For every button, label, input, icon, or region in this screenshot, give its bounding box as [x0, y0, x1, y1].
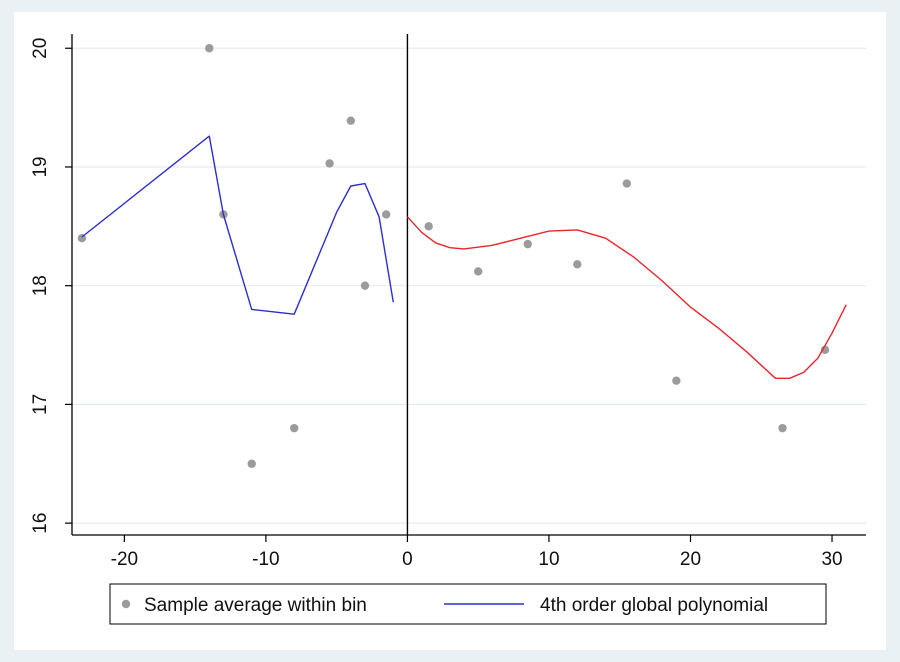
y-tick-label: 18	[30, 275, 51, 296]
x-tick-label: -10	[252, 549, 279, 570]
x-tick-label: 20	[680, 549, 701, 570]
x-tick-label: 10	[538, 549, 559, 570]
series-line-2	[406, 216, 847, 379]
plot-area	[14, 12, 886, 650]
scatter-point	[382, 210, 391, 219]
marks	[77, 44, 847, 468]
legend: Sample average within bin 4th order globa…	[109, 583, 827, 625]
scatter-point	[473, 267, 483, 276]
scatter-point	[672, 376, 681, 385]
scatter-point	[820, 345, 830, 354]
y-tick-label: 20	[30, 38, 51, 59]
scatter-point	[523, 239, 532, 249]
scatter-point	[778, 423, 787, 433]
scatter-point	[290, 423, 299, 433]
x-tick-label: 30	[821, 549, 842, 570]
series-line-1	[81, 135, 394, 315]
legend-label: 4th order global polynomial	[540, 595, 768, 616]
scatter-point	[424, 222, 433, 231]
scatter-point	[205, 44, 214, 53]
y-tick-label: 17	[30, 394, 51, 415]
scatter-point	[346, 116, 356, 125]
grid	[72, 47, 866, 524]
axes: 16 17 18 19 20 -20 -10 0 10 20 30	[30, 34, 866, 570]
scatter-point	[622, 179, 632, 188]
scatter-point	[573, 260, 582, 269]
x-tick-label: -20	[111, 549, 138, 570]
scatter-point	[247, 459, 256, 468]
legend-marker-scatter	[121, 599, 131, 609]
y-tick-label: 19	[30, 156, 51, 177]
scatter-point	[325, 159, 334, 168]
legend-label: Sample average within bin	[144, 595, 367, 616]
y-tick-label: 16	[30, 513, 51, 534]
scatter-point	[360, 281, 370, 290]
x-tick-label: 0	[402, 549, 413, 570]
